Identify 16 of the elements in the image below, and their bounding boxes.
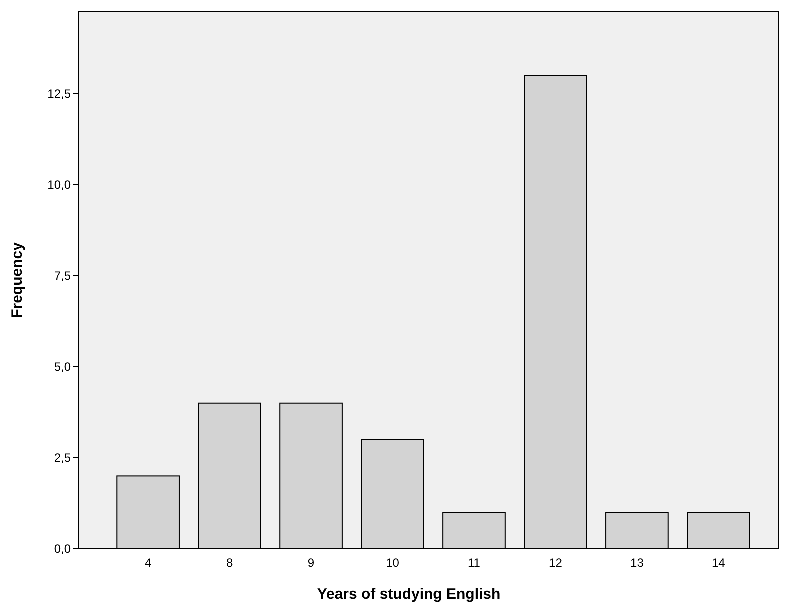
y-tick-label: 7,5 — [54, 269, 72, 284]
y-axis-title: Frequency — [9, 242, 26, 318]
x-tick-label: 14 — [712, 556, 726, 570]
x-tick-label: 9 — [308, 556, 315, 570]
x-tick-label: 10 — [386, 556, 400, 570]
y-tick-label: 0,0 — [54, 542, 72, 556]
y-tick-label: 12,5 — [48, 87, 72, 102]
x-tick-label: 13 — [630, 556, 644, 570]
x-tick-label: 4 — [144, 556, 152, 570]
x-tick-label: 11 — [468, 556, 481, 570]
y-tick-label: 2,5 — [54, 451, 72, 466]
y-tick-label: 5,0 — [54, 360, 72, 374]
x-tick-label: 8 — [226, 556, 234, 570]
x-tick-label: 12 — [549, 556, 563, 570]
y-tick-label: 10,0 — [48, 178, 72, 192]
x-axis-title: Years of studying English — [317, 586, 501, 603]
